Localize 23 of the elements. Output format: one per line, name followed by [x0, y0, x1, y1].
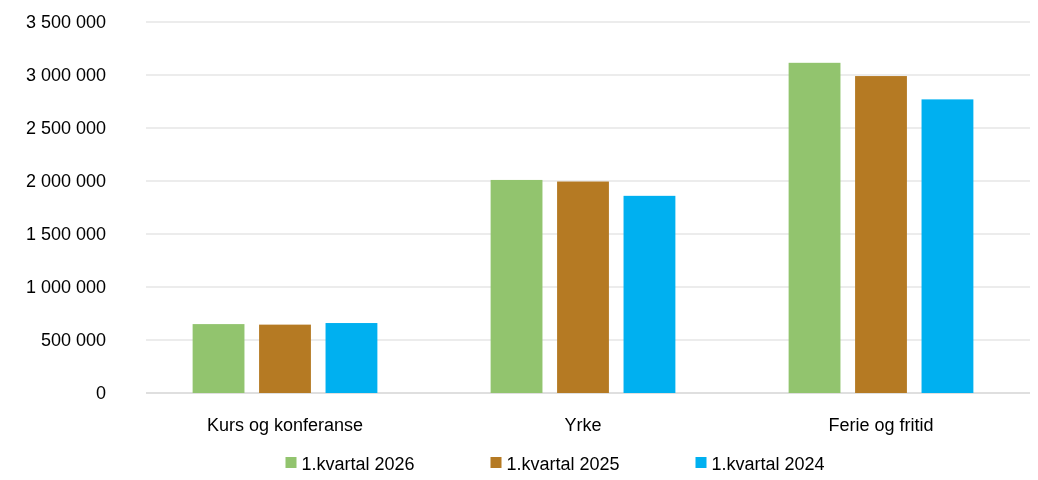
x-tick-label: Kurs og konferanse: [206, 415, 364, 435]
bar: [192, 324, 245, 393]
y-tick-label: 3 500 000: [25, 12, 106, 33]
bar: [557, 181, 609, 393]
y-tick-label: 3 000 000: [25, 65, 106, 86]
y-tick-label: 1 000 000: [25, 277, 106, 298]
bar: [855, 76, 907, 393]
bar: [623, 195, 676, 393]
y-tick-label: 1 500 000: [25, 224, 106, 245]
y-tick-label: 2 000 000: [25, 171, 106, 192]
bar: [259, 324, 311, 393]
bar: [921, 99, 974, 393]
y-tick-label: 0: [95, 383, 106, 404]
legend-label: 1.kvartal 2025: [506, 454, 620, 475]
x-tick-label: Yrke: [564, 415, 602, 435]
y-tick-label: 2 500 000: [25, 118, 106, 139]
bar: [490, 179, 543, 393]
y-tick-label: 500 000: [40, 330, 106, 351]
x-tick-label: Ferie og fritid: [828, 415, 934, 435]
legend-label: 1.kvartal 2024: [711, 454, 825, 475]
bar: [788, 62, 841, 393]
bar: [325, 323, 378, 393]
legend-label: 1.kvartal 2026: [301, 454, 415, 475]
